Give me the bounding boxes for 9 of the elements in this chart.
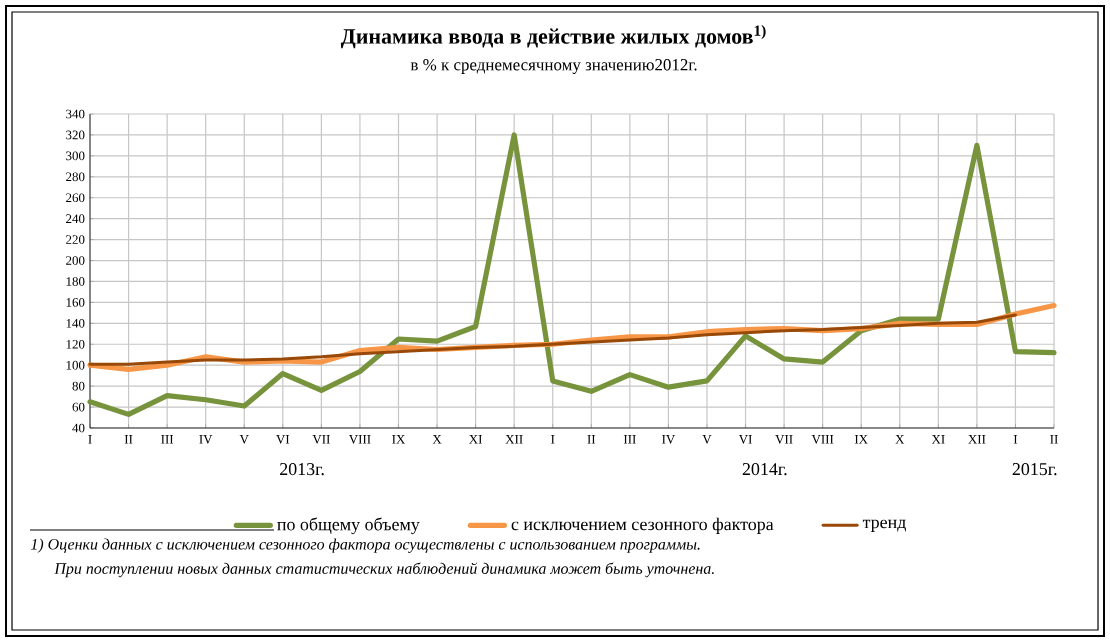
text: 2015г. [1012,463,1057,476]
chart-subtitle: в % к среднемесячному значению2012г. [410,59,697,74]
legend-label: тренд [862,519,906,532]
chart-title: Динамика ввода в действие жилых домов$^{1)}$ [340,25,766,49]
text: 2013г. [280,463,324,476]
legend-label: по общему объему [277,517,420,535]
text: 2014г. [742,463,787,476]
line-series [87,132,1057,417]
legend-label: с исключением сезонного фактора [511,517,774,534]
